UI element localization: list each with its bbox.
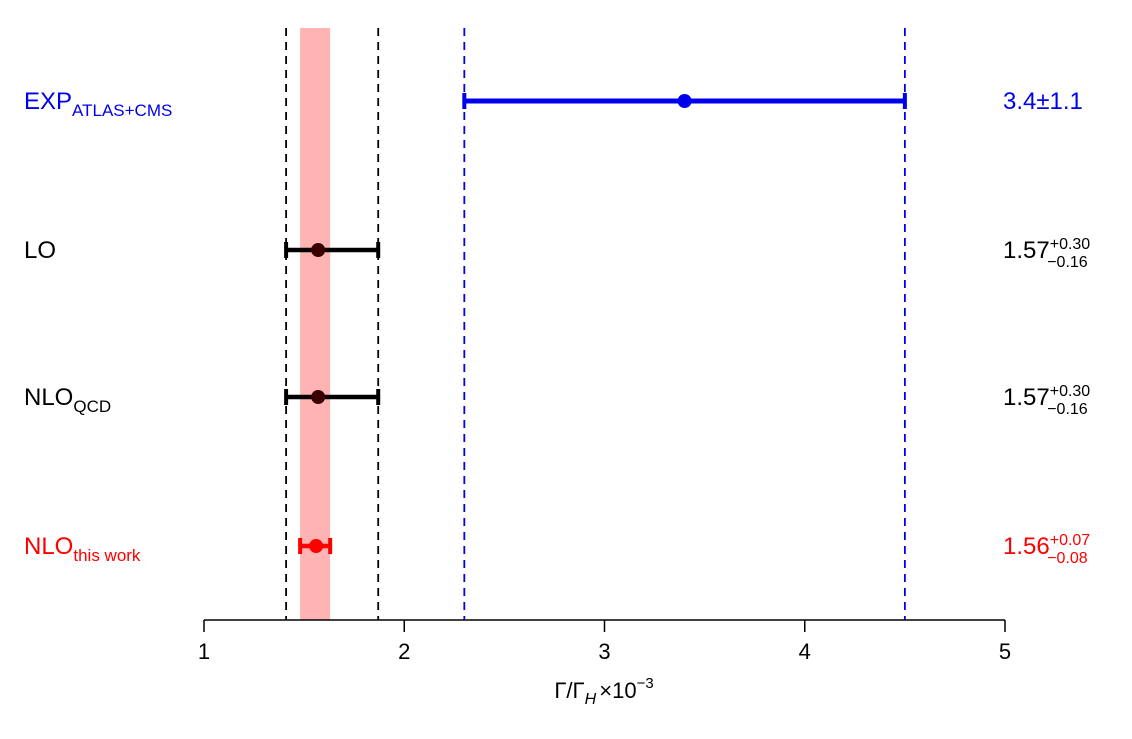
row-result-value: 3.4±1.1 (1003, 88, 1083, 115)
row-result-value: 1.56 (1003, 533, 1050, 560)
row-label: LO (24, 237, 56, 264)
x-axis-label-factor: ×10 (599, 678, 636, 703)
row-result-up: +0.30 (1050, 383, 1091, 400)
data-point (677, 94, 692, 108)
x-axis-label-sub: H (585, 691, 597, 708)
row-result: 1.56+0.07 −0.08 (1003, 532, 1090, 567)
x-tick-label-3: 3 (598, 639, 610, 664)
row-label-main: LO (24, 237, 56, 264)
series-layer: EXPATLAS+CMS 3.4±1.1LO 1.57+0.30 −0.16NLOQC… (24, 88, 1090, 567)
row-result: 3.4±1.1 (1003, 88, 1083, 115)
row-label: NLOthis work (24, 533, 141, 565)
row-label-sub: QCD (73, 397, 111, 416)
row-label-main: NLO (24, 384, 73, 411)
data-point (311, 243, 326, 257)
row-result-value: 1.57 (1003, 384, 1050, 411)
row-result-up: +0.07 (1050, 532, 1091, 549)
series-row-3: NLOQCD 1.57+0.30 −0.16 (24, 383, 1090, 418)
row-result-down: −0.08 (1047, 550, 1088, 567)
row-result: 1.57+0.30 −0.16 (1003, 236, 1090, 271)
row-label-main: NLO (24, 533, 73, 560)
row-label-sub: this work (73, 546, 141, 565)
row-result-down: −0.16 (1047, 401, 1088, 418)
row-label: NLOQCD (24, 384, 111, 416)
row-label: EXPATLAS+CMS (24, 88, 172, 120)
row-result-value: 1.57 (1003, 237, 1050, 264)
x-axis-label-main: Γ/Γ (554, 678, 584, 703)
x-tick-label-5: 5 (999, 639, 1011, 664)
data-point (311, 390, 326, 404)
row-result-up: +0.30 (1050, 236, 1091, 253)
x-axis-label: Γ/ΓH ×10−3 (554, 675, 653, 708)
series-row-2: LO 1.57+0.30 −0.16 (24, 236, 1090, 271)
x-axis: 1 2 3 4 5 (198, 619, 1011, 664)
x-tick-label-4: 4 (799, 639, 811, 664)
data-point (309, 539, 324, 553)
series-row-4: NLOthis work 1.56+0.07 −0.08 (24, 532, 1090, 567)
row-label-sub: ATLAS+CMS (72, 101, 172, 120)
vline-layer (285, 28, 906, 620)
row-label-main: EXP (24, 88, 72, 115)
x-tick-label-2: 2 (398, 639, 410, 664)
row-result: 1.57+0.30 −0.16 (1003, 383, 1090, 418)
x-tick-label-1: 1 (198, 639, 210, 664)
band-layer (300, 28, 331, 620)
series-row-1: EXPATLAS+CMS 3.4±1.1 (24, 88, 1083, 120)
x-axis-label-exp: −3 (637, 675, 654, 692)
row-result-down: −0.16 (1047, 254, 1088, 271)
uncertainty-band (300, 28, 331, 620)
